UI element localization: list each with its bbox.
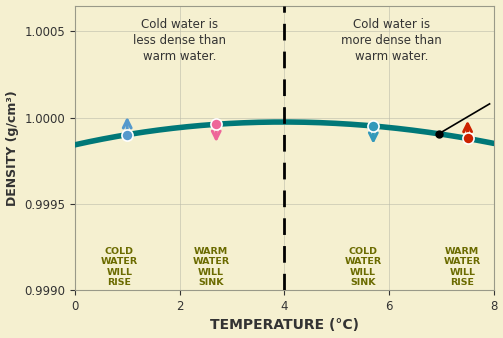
- X-axis label: TEMPERATURE (°C): TEMPERATURE (°C): [210, 318, 359, 333]
- Text: COLD
WATER
WILL
RISE: COLD WATER WILL RISE: [101, 247, 138, 287]
- Text: WARM
WATER
WILL
SINK: WARM WATER WILL SINK: [193, 247, 229, 287]
- Text: Cold water is
less dense than
warm water.: Cold water is less dense than warm water…: [133, 18, 226, 63]
- Text: WARM
WATER
WILL
RISE: WARM WATER WILL RISE: [444, 247, 481, 287]
- Text: COLD
WATER
WILL
SINK: COLD WATER WILL SINK: [344, 247, 381, 287]
- Y-axis label: DENSITY (g/cm³): DENSITY (g/cm³): [6, 90, 19, 206]
- Text: Cold water is
more dense than
warm water.: Cold water is more dense than warm water…: [341, 18, 442, 63]
